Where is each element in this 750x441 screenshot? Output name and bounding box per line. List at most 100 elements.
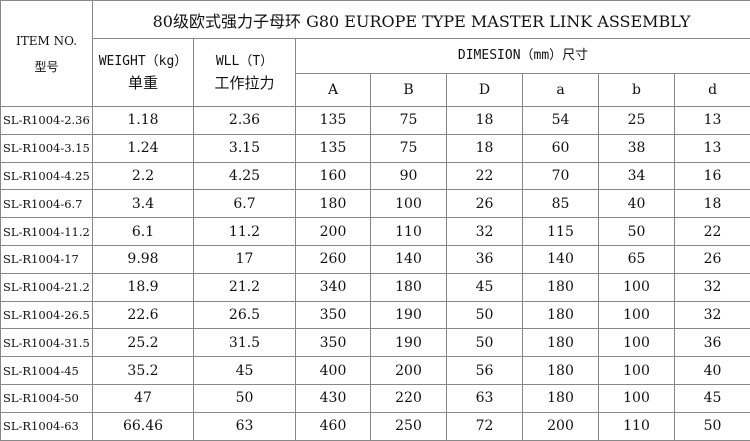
value-cell: 11.2: [194, 218, 296, 246]
value-cell: 1.18: [93, 107, 194, 135]
item-no-cell: SL-R1004-26.5: [1, 301, 93, 329]
item-no-cell: SL-R1004-17: [1, 245, 93, 273]
value-cell: 34: [599, 162, 675, 190]
value-cell: 190: [371, 301, 447, 329]
value-cell: 460: [296, 412, 371, 440]
value-cell: 50: [194, 384, 296, 412]
value-cell: 100: [599, 357, 675, 385]
value-cell: 70: [523, 162, 599, 190]
value-cell: 18: [675, 190, 750, 218]
value-cell: 26.5: [194, 301, 296, 329]
value-cell: 100: [599, 301, 675, 329]
dimension-col-header: B: [371, 74, 447, 107]
value-cell: 13: [675, 134, 750, 162]
value-cell: 1.24: [93, 134, 194, 162]
value-cell: 100: [599, 329, 675, 357]
value-cell: 22: [447, 162, 523, 190]
table-title: 80级欧式强力子母环 G80 EUROPE TYPE MASTER LINK A…: [93, 1, 750, 39]
value-cell: 40: [599, 190, 675, 218]
value-cell: 85: [523, 190, 599, 218]
item-no-cell: SL-R1004-2.36: [1, 107, 93, 135]
item-no-cell: SL-R1004-6.7: [1, 190, 93, 218]
value-cell: 75: [371, 134, 447, 162]
value-cell: 47: [93, 384, 194, 412]
item-no-header-en: ITEM NO.: [1, 28, 92, 54]
value-cell: 72: [447, 412, 523, 440]
value-cell: 220: [371, 384, 447, 412]
value-cell: 200: [371, 357, 447, 385]
item-no-cell: SL-R1004-63: [1, 412, 93, 440]
value-cell: 36: [447, 245, 523, 273]
value-cell: 100: [599, 273, 675, 301]
value-cell: 16: [675, 162, 750, 190]
value-cell: 50: [599, 218, 675, 246]
value-cell: 18: [447, 107, 523, 135]
value-cell: 350: [296, 329, 371, 357]
weight-header-cn: 单重: [93, 72, 193, 93]
value-cell: 4.25: [194, 162, 296, 190]
value-cell: 13: [675, 107, 750, 135]
value-cell: 32: [447, 218, 523, 246]
value-cell: 3.4: [93, 190, 194, 218]
value-cell: 26: [675, 245, 750, 273]
value-cell: 25.2: [93, 329, 194, 357]
value-cell: 110: [599, 412, 675, 440]
value-cell: 135: [296, 107, 371, 135]
value-cell: 250: [371, 412, 447, 440]
value-cell: 180: [523, 357, 599, 385]
value-cell: 26: [447, 190, 523, 218]
item-no-cell: SL-R1004-4.25: [1, 162, 93, 190]
item-no-cell: SL-R1004-50: [1, 384, 93, 412]
value-cell: 180: [371, 273, 447, 301]
value-cell: 32: [675, 273, 750, 301]
value-cell: 63: [194, 412, 296, 440]
value-cell: 2.36: [194, 107, 296, 135]
value-cell: 38: [599, 134, 675, 162]
value-cell: 50: [675, 412, 750, 440]
value-cell: 56: [447, 357, 523, 385]
value-cell: 65: [599, 245, 675, 273]
item-no-cell: SL-R1004-21.2: [1, 273, 93, 301]
value-cell: 66.46: [93, 412, 194, 440]
value-cell: 50: [447, 301, 523, 329]
value-cell: 340: [296, 273, 371, 301]
value-cell: 45: [675, 384, 750, 412]
dimension-col-header: d: [675, 74, 750, 107]
value-cell: 40: [675, 357, 750, 385]
value-cell: 3.15: [194, 134, 296, 162]
value-cell: 430: [296, 384, 371, 412]
item-no-cell: SL-R1004-3.15: [1, 134, 93, 162]
value-cell: 135: [296, 134, 371, 162]
value-cell: 9.98: [93, 245, 194, 273]
value-cell: 200: [296, 218, 371, 246]
value-cell: 36: [675, 329, 750, 357]
value-cell: 160: [296, 162, 371, 190]
value-cell: 200: [523, 412, 599, 440]
wll-header-cn: 工作拉力: [194, 72, 295, 93]
value-cell: 180: [296, 190, 371, 218]
dimension-col-header: D: [447, 74, 523, 107]
item-no-cell: SL-R1004-11.2: [1, 218, 93, 246]
value-cell: 54: [523, 107, 599, 135]
value-cell: 17: [194, 245, 296, 273]
item-no-header: ITEM NO. 型号: [1, 1, 93, 107]
value-cell: 100: [371, 190, 447, 218]
value-cell: 180: [523, 329, 599, 357]
value-cell: 21.2: [194, 273, 296, 301]
value-cell: 6.7: [194, 190, 296, 218]
value-cell: 75: [371, 107, 447, 135]
value-cell: 140: [371, 245, 447, 273]
value-cell: 18: [447, 134, 523, 162]
wll-header: WLL（T） 工作拉力: [194, 39, 296, 107]
value-cell: 22.6: [93, 301, 194, 329]
